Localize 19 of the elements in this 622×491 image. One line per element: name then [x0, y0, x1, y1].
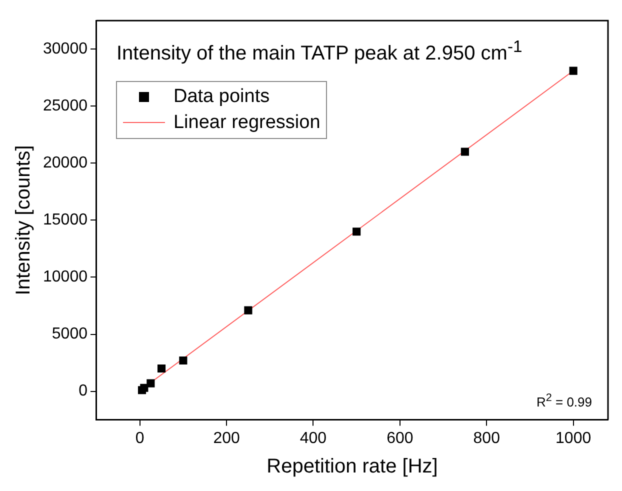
legend-label: Data points: [173, 84, 270, 109]
x-tick-label: 0: [135, 430, 144, 447]
y-tick-label: 10000: [42, 268, 88, 286]
x-tick-label: 600: [386, 430, 414, 447]
annotation: R$^{2}$ = 0.99: [536, 392, 592, 410]
y-tick-label: 20000: [42, 154, 88, 172]
x-tick-label: 1000: [556, 430, 592, 447]
y-tick-label: 0: [78, 382, 88, 400]
y-tick-label: 15000: [42, 212, 88, 229]
y-tick-label: 5000: [52, 326, 88, 343]
x-tick-label: 400: [300, 430, 327, 447]
x-axis-title: Repetition rate [Hz]: [266, 456, 438, 478]
y-tick-label: 25000: [42, 98, 88, 115]
y-tick-label: 30000: [42, 40, 88, 58]
legend-label: Linear regression: [173, 110, 320, 135]
text: Intensity of the main TATP peak at 2.950 cm$^{-1}$: [116, 36, 522, 66]
y-axis-title: Intensity [counts]: [12, 145, 35, 296]
x-tick-label: 800: [473, 430, 500, 447]
x-tick-label: 200: [213, 430, 240, 447]
